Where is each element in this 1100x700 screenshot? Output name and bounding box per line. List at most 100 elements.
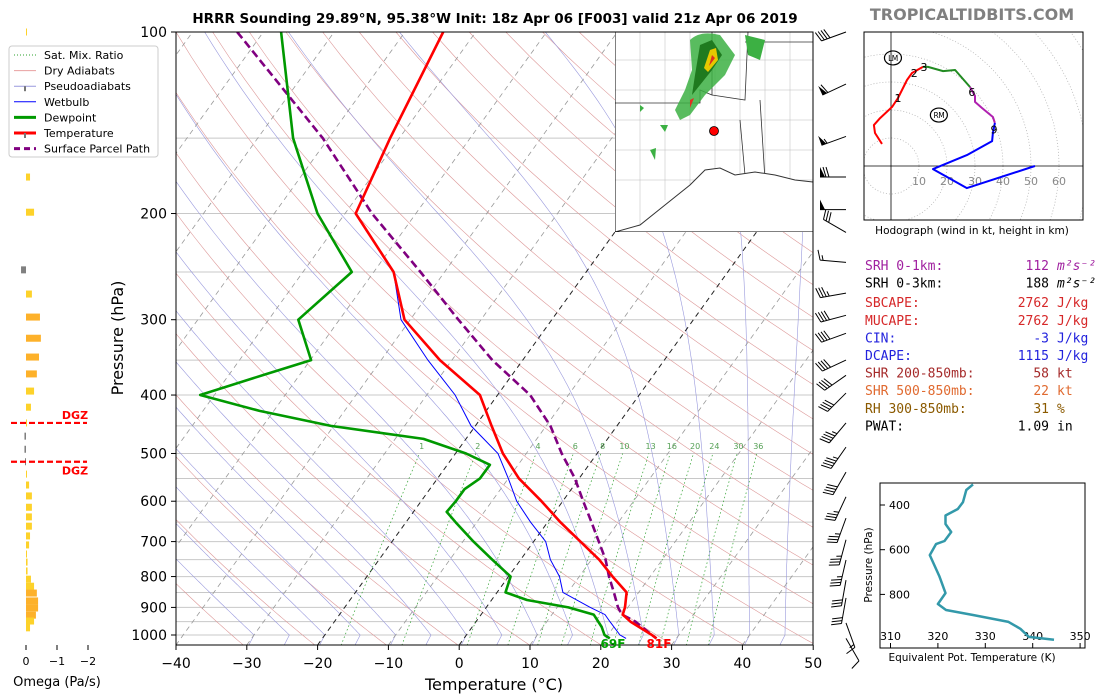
omega-x-tick-label: −2 (80, 655, 96, 668)
omega-bar (26, 28, 27, 36)
mixing-ratio-line (466, 453, 537, 645)
dry-adiabat-line (505, 32, 813, 286)
pseudoadiabat-line (176, 310, 467, 645)
skewt-plot: 1 2 4 6 8 10 13 16 20 24 30 36 (108, 25, 860, 694)
x-tick-label: 40 (733, 656, 751, 672)
mixing-ratio-line (707, 453, 758, 645)
omega-bar (26, 481, 30, 489)
barb-shaft (821, 31, 847, 42)
parcel-path-line (236, 32, 658, 640)
dry-adiabat-line (212, 32, 813, 566)
pseudoadiabat-line (176, 251, 503, 645)
wind-barb (822, 209, 847, 233)
index-unit: in (1057, 419, 1073, 434)
y-tick-label: 500 (140, 446, 167, 462)
wind-barb (818, 392, 847, 412)
hodograph-segment (969, 86, 996, 124)
mixing-ratio-label: 30 (733, 442, 743, 451)
barb-full (829, 584, 841, 587)
pseudoadiabat-line (204, 32, 609, 645)
hodograph-frame (863, 31, 1084, 221)
barb-flag (820, 199, 825, 210)
barb-shaft (840, 597, 847, 624)
hodograph-height-label: 6 (968, 86, 975, 99)
dry-adiabat-line (395, 32, 813, 385)
barb-full (827, 538, 839, 541)
barb-full (815, 288, 821, 298)
radar-map-inset (615, 32, 813, 232)
pseudoadiabat-line (176, 447, 361, 645)
omega-bar (26, 419, 27, 427)
hodograph-background (864, 32, 1083, 220)
theta-e-y-tick-label: 400 (889, 499, 910, 512)
sounding-indices: SRH 0-1km: 112 m²s⁻² SRH 0-3km: 188 m²s⁻² SBCA… (865, 259, 1096, 434)
barb-full (820, 311, 828, 321)
index-label: RH 300-850mb: (865, 402, 967, 417)
wind-barbs (814, 29, 860, 669)
pseudoadiabat-line (176, 558, 255, 645)
index-value: 58 (1033, 367, 1049, 382)
omega-bar (26, 470, 27, 478)
index-unit: % (1057, 402, 1065, 417)
legend: Sat. Mix. Ratio Dry Adiabats Pseudoadiabat… (8, 45, 159, 158)
dry-adiabat-line (285, 32, 813, 491)
mixing-ratio-label: 6 (573, 442, 578, 451)
index-label: MUCAPE: (865, 314, 920, 329)
wind-barb (845, 638, 860, 669)
omega-bar (26, 550, 27, 558)
index-unit: kt (1057, 367, 1073, 382)
barb-shaft (827, 392, 847, 412)
y-tick-label: 100 (140, 25, 167, 41)
mixing-ratio-label: 2 (475, 442, 480, 451)
wind-barb (820, 166, 846, 178)
index-value: 112 (1026, 259, 1049, 274)
temperature-line (354, 32, 658, 640)
dry-adiabat-line (176, 583, 244, 645)
index-label: DCAPE: (865, 349, 912, 364)
index-value: 22 (1033, 384, 1049, 399)
wind-barb (814, 29, 847, 42)
barb-full (822, 401, 833, 408)
barb-full (814, 32, 822, 42)
mixing-ratio-label: 16 (667, 442, 677, 451)
pseudoadiabat-line (176, 523, 290, 645)
omega-x-tick-label: −1 (49, 655, 65, 668)
index-label: CIN: (865, 331, 896, 346)
legend-label: Wetbulb (44, 96, 89, 109)
mixing-ratio-label: 24 (709, 442, 719, 451)
barb-full (823, 378, 833, 386)
pseudoadiabat-line (288, 32, 644, 645)
wind-barb (821, 446, 847, 469)
barb-full (818, 406, 828, 412)
index-value: -3 (1033, 331, 1049, 346)
index-unit: J/kg (1057, 296, 1088, 311)
barb-shaft (820, 292, 847, 299)
barb-shaft (824, 374, 847, 391)
radar-echoes (640, 33, 765, 160)
barb-full (824, 518, 836, 521)
pseudoadiabat-line (176, 93, 573, 645)
pseudoadiabat-line (176, 486, 326, 645)
omega-bar (26, 617, 35, 625)
mixing-ratio-line (612, 453, 671, 645)
index-label: SRH 0-1km: (865, 259, 943, 274)
x-tick-label: 20 (592, 656, 610, 672)
mixing-ratio-line (638, 453, 694, 645)
wind-barb (826, 517, 847, 544)
wind-barb (814, 330, 847, 343)
dry-adiabat-line (358, 32, 813, 420)
y-tick-label: 800 (140, 570, 167, 586)
barb-full (827, 484, 838, 488)
barb-half (833, 510, 839, 513)
hodograph-segment (922, 65, 971, 88)
y-axis-label: Pressure (hPa) (108, 281, 127, 396)
barb-full (823, 359, 831, 368)
hodograph-height-label: 3 (921, 61, 928, 74)
barb-full (832, 599, 843, 602)
legend-label: Temperature (43, 127, 114, 140)
mixing-ratio-line (507, 453, 574, 645)
barb-full (824, 489, 835, 493)
legend-label: Sat. Mix. Ratio (44, 49, 124, 62)
barb-shaft (820, 259, 847, 263)
